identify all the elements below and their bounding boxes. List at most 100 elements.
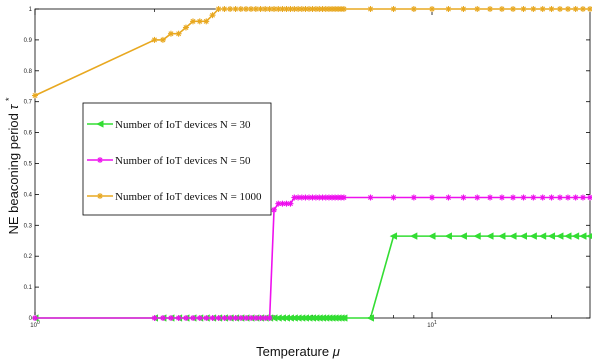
data-point [175, 30, 182, 37]
data-point [429, 6, 436, 12]
data-point [151, 36, 158, 43]
data-point [167, 30, 174, 37]
data-point [159, 315, 166, 321]
marker-dot [259, 7, 262, 11]
marker-dot [532, 196, 535, 199]
data-point [410, 6, 417, 12]
data-point [287, 200, 294, 207]
marker-dot [191, 20, 195, 23]
legend-entry-label: Number of IoT devices N = 50 [115, 155, 251, 167]
marker-dot [244, 316, 248, 320]
data-point [159, 36, 166, 43]
data-point [279, 6, 286, 12]
marker-dot [558, 196, 562, 199]
marker-dot [276, 202, 280, 205]
data-point [279, 200, 286, 207]
data-point [530, 194, 537, 201]
y-tick-label: 0 [29, 316, 33, 322]
x-tick-label: 100 [30, 320, 40, 329]
marker-dot [488, 7, 492, 11]
y-tick-label: 1 [29, 7, 33, 13]
data-point [232, 6, 239, 12]
legend-box [82, 102, 272, 216]
marker-dot [289, 202, 292, 205]
data-point [428, 232, 436, 240]
data-point [460, 194, 467, 201]
data-point [215, 6, 222, 12]
marker-dot [198, 20, 202, 23]
data-point [390, 6, 397, 12]
data-point [389, 232, 398, 240]
series-layer [31, 6, 592, 322]
marker-dot [462, 7, 465, 11]
data-point [460, 6, 467, 12]
marker-dot [217, 7, 220, 11]
data-point [410, 194, 417, 201]
marker-dot [228, 316, 232, 320]
y-tick-label: 0.3 [24, 223, 33, 229]
data-point [529, 232, 537, 240]
data-point [564, 232, 572, 240]
marker-dot [234, 7, 237, 11]
marker-dot [321, 7, 324, 11]
marker-dot [541, 7, 544, 11]
data-point [340, 6, 347, 12]
marker-dot [566, 196, 570, 199]
data-point [409, 232, 418, 240]
data-point [248, 315, 255, 321]
marker-dot [300, 7, 304, 11]
marker-dot [324, 196, 328, 199]
marker-dot [392, 196, 395, 199]
marker-dot [330, 196, 334, 199]
marker-dot [204, 20, 208, 23]
marker-dot [558, 7, 562, 11]
marker-dot [98, 194, 102, 198]
marker-dot [285, 202, 288, 205]
data-point [556, 232, 564, 240]
marker-dot [541, 196, 544, 199]
data-point [227, 315, 234, 321]
data-point [196, 18, 203, 25]
marker-dot [293, 196, 296, 199]
data-point [203, 315, 210, 321]
marker-dot [254, 7, 258, 11]
marker-dot [296, 7, 300, 11]
marker-dot [228, 7, 232, 11]
data-point [564, 194, 571, 201]
data-point [266, 6, 273, 12]
data-point [182, 24, 189, 31]
legend-entry-label: Number of IoT devices N = 30 [115, 119, 251, 131]
data-point [367, 194, 374, 201]
marker-dot [550, 196, 553, 199]
marker-dot [307, 7, 311, 11]
marker-dot [532, 7, 535, 11]
data-point [151, 315, 158, 321]
data-point [474, 194, 481, 201]
data-point [340, 194, 347, 201]
marker-dot [249, 7, 253, 11]
data-point [189, 315, 196, 321]
data-point [539, 6, 546, 12]
marker-dot [304, 7, 307, 11]
data-point [237, 6, 244, 12]
data-point [571, 232, 580, 240]
legend-entry-label: Number of IoT devices N = 1000 [115, 191, 262, 203]
marker-dot [161, 316, 165, 320]
y-tick-label: 0.1 [24, 285, 33, 291]
marker-dot [191, 316, 195, 320]
data-point [182, 315, 189, 321]
data-point [498, 232, 506, 240]
data-point [295, 194, 302, 201]
marker-dot [268, 316, 271, 320]
marker-dot [33, 316, 37, 320]
marker-dot [239, 7, 243, 11]
marker-dot [33, 94, 37, 97]
y-axis-ticks: 0 0.1 0.2 0.3 0.4 0.5 0.6 0.7 0.8 0.9 1 [24, 7, 590, 322]
marker-dot [272, 7, 276, 11]
legend-swatch-marker [96, 120, 104, 128]
series-1 [31, 232, 592, 322]
marker-dot [412, 7, 416, 11]
data-point [302, 194, 309, 201]
marker-dot [293, 7, 296, 11]
legend-swatch-marker [97, 157, 103, 163]
